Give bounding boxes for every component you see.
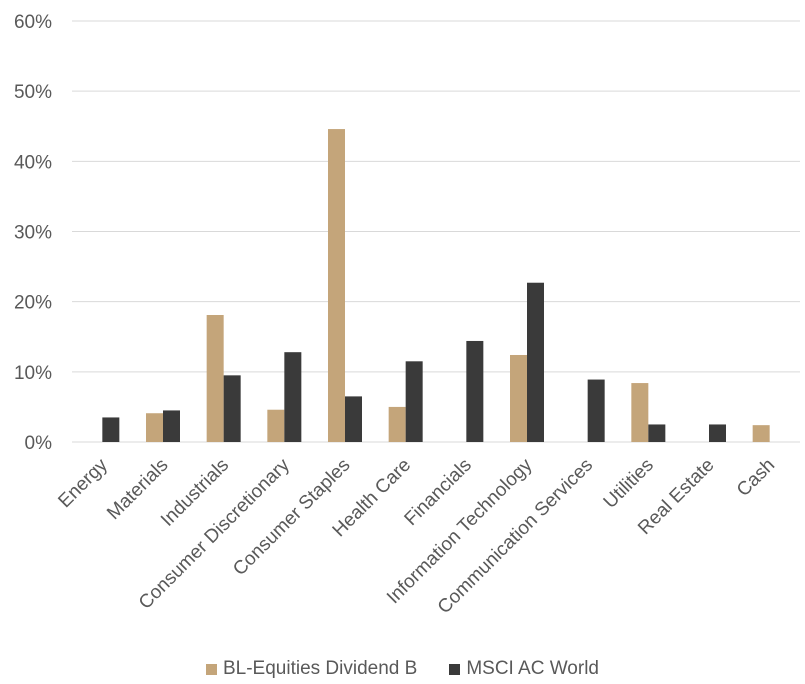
bar-series-1 — [206, 314, 224, 442]
bar-series-2 — [466, 340, 484, 442]
y-tick-label: 50% — [14, 82, 52, 103]
bar-series-2 — [405, 361, 423, 442]
bar-series-1 — [267, 409, 285, 442]
bar-series-2 — [284, 352, 302, 442]
y-tick-label: 40% — [14, 152, 52, 173]
bar-series-1 — [631, 383, 649, 442]
bar-series-2 — [527, 282, 544, 442]
legend-label-series-2: MSCI AC World — [466, 658, 599, 679]
y-tick-label: 20% — [14, 293, 52, 314]
x-category-label: Cash — [733, 455, 779, 501]
bar-series-1 — [388, 406, 406, 442]
legend: BL-Equities Dividend B MSCI AC World — [0, 658, 805, 680]
y-tick-label: 0% — [25, 433, 53, 454]
bar-series-2 — [345, 396, 362, 442]
bar-series-1 — [752, 425, 770, 442]
bar-series-2 — [709, 424, 726, 442]
y-axis-ticks: 0% 10% 20% 30% 40% 50% 60% — [14, 12, 52, 454]
y-tick-label: 30% — [14, 223, 52, 244]
legend-swatch-series-2 — [449, 663, 461, 675]
bar-series-2 — [587, 379, 605, 442]
legend-item-series-1: BL-Equities Dividend B — [205, 658, 418, 680]
y-tick-label: 60% — [14, 12, 52, 33]
bar-series-2 — [648, 424, 666, 442]
x-category-label: Energy — [54, 454, 112, 512]
legend-item-series-2: MSCI AC World — [449, 658, 599, 680]
gridlines — [72, 20, 800, 443]
bar-series-1 — [328, 129, 345, 442]
bar-series-2 — [163, 410, 180, 442]
legend-label-series-1: BL-Equities Dividend B — [222, 658, 418, 679]
x-category-label: Utilities — [600, 455, 658, 513]
x-category-label: Consumer Staples — [229, 455, 354, 580]
bar-series-1 — [146, 413, 163, 442]
legend-swatch-series-1 — [205, 663, 217, 675]
bars — [102, 129, 770, 442]
bar-series-2 — [102, 417, 120, 442]
bar-series-2 — [223, 375, 241, 442]
y-tick-label: 10% — [14, 363, 52, 384]
bar-series-1 — [510, 354, 527, 442]
